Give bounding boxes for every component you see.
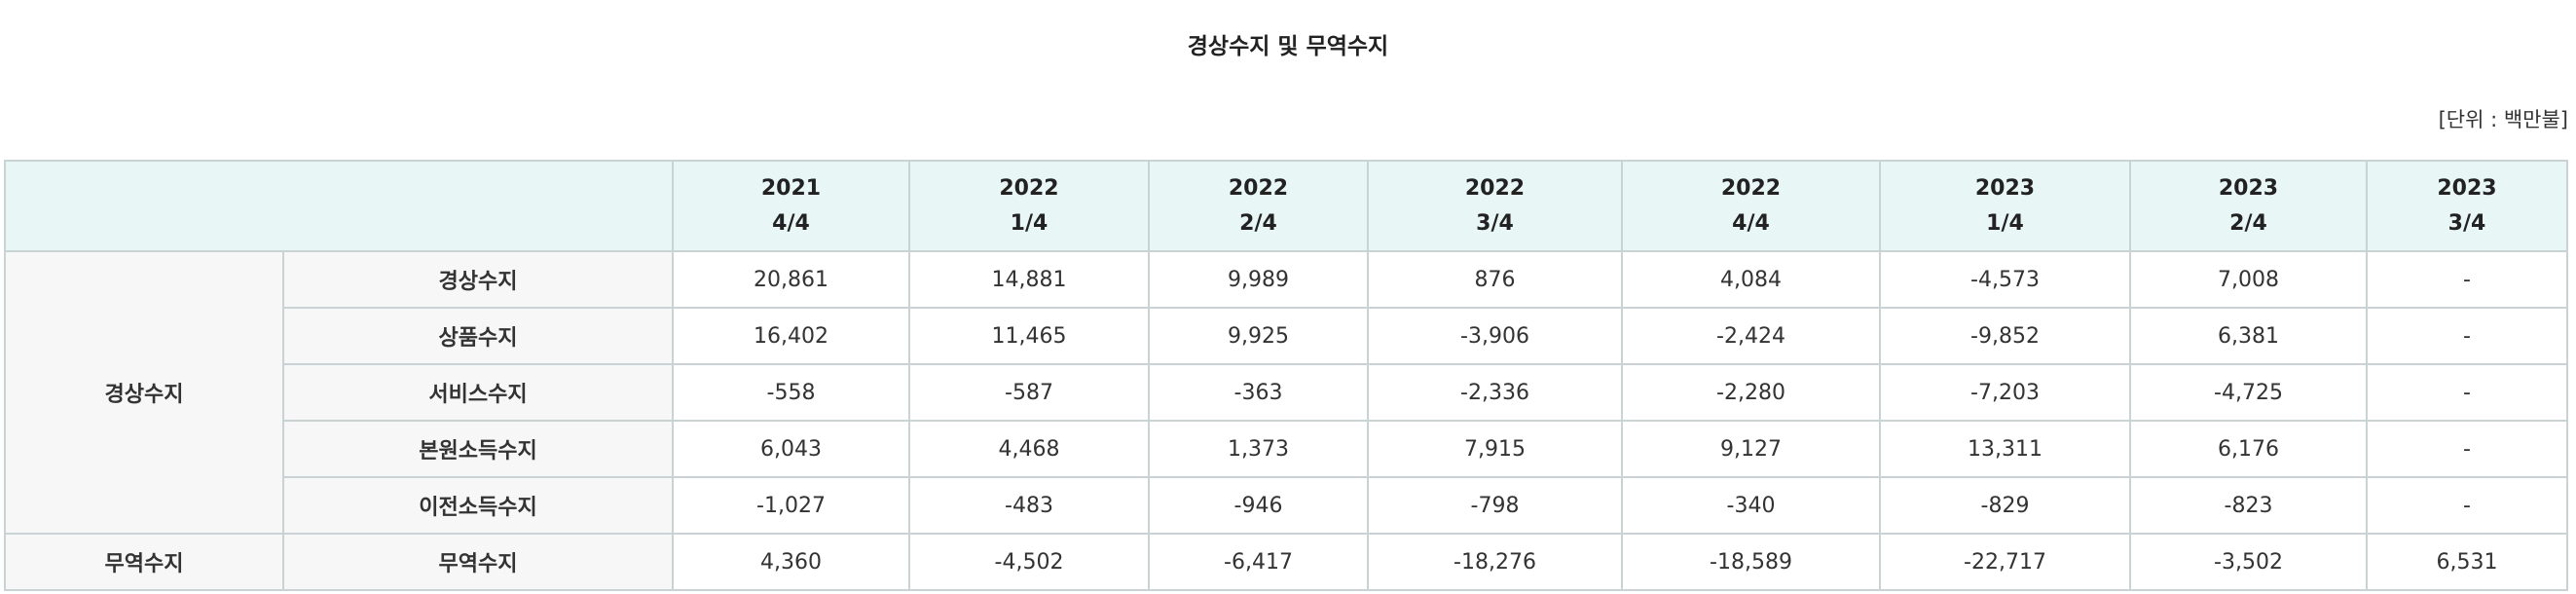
column-year: 2021 [760,175,822,201]
column-header: 2022 4/4 [1621,160,1881,252]
row-label: 무역수지 [282,533,674,591]
data-cell: -2,424 [1621,307,1881,365]
data-cell: 6,043 [672,420,910,478]
table-header-row: 2021 4/4 2022 1/4 2022 2/4 2022 3/4 2022… [4,160,2568,252]
table-row: 경상수지 경상수지 20,861 14,881 9,989 876 4,084 … [4,250,2568,535]
table-row: 이전소득수지 -1,027 -483 -946 -798 -340 -829 -… [5,476,2568,535]
column-year: 2023 [2437,175,2497,201]
column-header: 2023 1/4 [1879,160,2131,252]
data-cell: -4,725 [2129,363,2368,422]
column-quarter: 2/4 [1239,210,1277,236]
row-label: 이전소득수지 [282,476,674,535]
data-cell: -823 [2129,476,2368,535]
data-cell: -483 [908,476,1150,535]
data-cell: -3,906 [1367,307,1623,365]
data-cell: -2,280 [1621,363,1881,422]
column-quarter: 3/4 [1476,210,1514,236]
column-quarter: 3/4 [2447,210,2486,236]
data-cell: -4,573 [1879,250,2131,309]
data-cell: 9,127 [1621,420,1881,478]
group-label-current-account: 경상수지 [4,250,284,535]
column-year: 2022 [1228,175,1289,201]
unit-note: [단위 : 백만불] [2438,108,2568,131]
data-cell: -587 [908,363,1150,422]
data-cell: 6,176 [2129,420,2368,478]
data-cell: 11,465 [908,307,1150,365]
data-cell: 4,360 [672,533,910,591]
table-row: 서비스수지 -558 -587 -363 -2,336 -2,280 -7,20… [5,363,2568,422]
data-cell: -798 [1367,476,1623,535]
data-cell: 876 [1367,250,1623,309]
data-cell: 4,084 [1621,250,1881,309]
column-header: 2022 2/4 [1148,160,1369,252]
data-cell: -2,336 [1367,363,1623,422]
column-quarter: 1/4 [1986,210,2024,236]
data-cell: -946 [1148,476,1369,535]
data-cell: 1,373 [1148,420,1369,478]
column-year: 2023 [2218,175,2279,201]
table-row: 무역수지 무역수지 4,360 -4,502 -6,417 -18,276 -1… [4,533,2568,591]
row-label: 상품수지 [282,307,674,365]
column-header: 2022 3/4 [1367,160,1623,252]
data-cell: 13,311 [1879,420,2131,478]
table-row: 본원소득수지 6,043 4,468 1,373 7,915 9,127 13,… [5,420,2568,478]
column-quarter: 1/4 [1010,210,1049,236]
data-cell: -3,502 [2129,533,2368,591]
column-header: 2023 3/4 [2366,160,2568,252]
data-cell: 7,915 [1367,420,1623,478]
column-header: 2023 2/4 [2129,160,2368,252]
column-header: 2022 1/4 [908,160,1150,252]
data-cell: 20,861 [672,250,910,309]
data-cell: -829 [1879,476,2131,535]
data-cell: 9,925 [1148,307,1369,365]
data-cell: 6,381 [2129,307,2368,365]
column-year: 2023 [1974,175,2036,201]
data-cell: - [2366,420,2568,478]
data-cell: 6,531 [2366,533,2568,591]
data-cell: -9,852 [1879,307,2131,365]
row-label: 경상수지 [282,250,674,309]
data-cell: -7,203 [1879,363,2131,422]
column-year: 2022 [999,175,1059,201]
column-year: 2022 [1464,175,1526,201]
data-cell: - [2366,476,2568,535]
data-cell: -18,276 [1367,533,1623,591]
data-cell: 14,881 [908,250,1150,309]
data-cell: 16,402 [672,307,910,365]
page-title: 경상수지 및 무역수지 [1187,34,1389,59]
data-cell: -18,589 [1621,533,1881,591]
data-cell: 7,008 [2129,250,2368,309]
balance-table: 2021 4/4 2022 1/4 2022 2/4 2022 3/4 2022… [4,160,2568,591]
data-cell: - [2366,363,2568,422]
column-quarter: 2/4 [2229,210,2267,236]
data-cell: 4,468 [908,420,1150,478]
data-cell: -4,502 [908,533,1150,591]
data-cell: -363 [1148,363,1369,422]
data-cell: -22,717 [1879,533,2131,591]
row-label: 본원소득수지 [282,420,674,478]
header-corner-cell [4,160,674,252]
data-cell: -6,417 [1148,533,1369,591]
data-cell: -1,027 [672,476,910,535]
table-row: 상품수지 16,402 11,465 9,925 -3,906 -2,424 -… [5,307,2568,365]
data-cell: - [2366,250,2568,309]
group-label-trade-balance: 무역수지 [4,533,284,591]
data-cell: -558 [672,363,910,422]
column-quarter: 4/4 [772,210,810,236]
column-year: 2022 [1720,175,1782,201]
column-header: 2021 4/4 [672,160,910,252]
data-cell: - [2366,307,2568,365]
data-cell: 9,989 [1148,250,1369,309]
row-label: 서비스수지 [282,363,674,422]
column-quarter: 4/4 [1732,210,1770,236]
data-cell: -340 [1621,476,1881,535]
